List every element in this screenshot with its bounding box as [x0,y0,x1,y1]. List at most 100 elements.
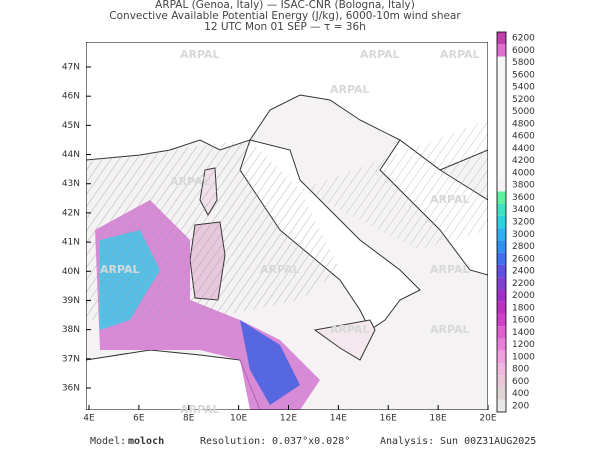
colorbar-label: 3200 [512,218,535,228]
map [86,42,488,410]
lat-tick-label: 44N [62,150,80,160]
watermark: ARPAL [360,48,400,61]
lon-tick-label: 8E [183,414,195,424]
colorbar-swatch [497,154,506,167]
colorbar-label: 5800 [512,58,535,68]
colorbar-swatch [497,44,506,57]
colorbar-swatch [497,252,506,265]
watermark: ARPAL [440,48,480,61]
colorbar-swatch [497,338,506,351]
lat-tick-label: 42N [62,208,80,218]
colorbar-label: 6200 [512,34,535,44]
footer-value: 0.037°x0.028° [272,436,350,447]
colorbar-label: 400 [512,389,529,399]
colorbar-swatch [497,179,506,192]
watermark: ARPAL [260,263,300,276]
lat-tick-label: 45N [62,121,80,131]
colorbar-label: 6000 [512,46,535,56]
colorbar-label: 2200 [512,279,535,289]
colorbar-label: 1200 [512,340,535,350]
header-line: 12 UTC Mon 01 SEP — τ = 36h [204,21,366,33]
lat-tick-label: 38N [62,325,80,335]
colorbar-swatch [497,375,506,388]
colorbar-label: 5000 [512,107,535,117]
colorbar-label: 4800 [512,119,535,129]
watermark: ARPAL [100,263,140,276]
colorbar-label: 3800 [512,181,535,191]
colorbar-swatch [497,387,506,400]
lat-tick-label: 41N [62,238,80,248]
colorbar-frame [496,31,507,413]
watermark: ARPAL [430,263,470,276]
colorbar-swatch [497,399,506,412]
cape-peak [240,320,300,405]
colorbar-swatch [497,166,506,180]
africa [86,349,261,410]
footer-label: Analysis: [380,436,434,447]
lat-tick-label: 47N [62,63,80,73]
colorbar-label: 1600 [512,316,535,326]
lon-tick-label: 4E [83,414,95,424]
watermark: ARPAL [430,193,470,206]
colorbar-label: 2600 [512,254,535,264]
colorbar-swatch [497,326,506,339]
lat-tick-label: 39N [62,296,80,306]
colorbar-label: 4000 [512,168,535,178]
colorbar-label: 2000 [512,291,535,301]
header-line: Convective Available Potential Energy (J… [109,10,461,22]
colorbar-swatch [497,117,506,131]
colorbar-swatch [497,228,506,241]
colorbar-label: 2400 [512,267,535,277]
sicily [313,319,376,361]
colorbar-label: 5200 [512,95,535,105]
footer-value: Sun 00Z31AUG2025 [440,436,536,447]
colorbar-swatch [497,191,506,204]
colorbar-swatch [497,105,506,118]
colorbar-swatch [497,215,506,229]
watermark: ARPAL [170,175,210,188]
colorbar-swatch [497,264,506,278]
lat-tick-label: 37N [62,354,80,364]
colorbar-label: 800 [512,365,529,375]
colorbar-swatch [497,289,506,302]
lon-tick-label: 10E [230,414,247,424]
footer-value: moloch [128,436,164,447]
watermark: ARPAL [430,323,470,336]
colorbar-swatch [497,203,506,216]
colorbar-swatch [497,142,506,155]
colorbar-swatch [497,93,506,106]
colorbar-swatch [497,32,506,45]
colorbar-swatch [497,350,506,363]
colorbar-swatch [497,130,506,143]
colorbar-swatch [497,313,506,327]
wind-shear [300,120,488,250]
header-line: ARPAL (Genoa, Italy) — ISAC-CNR (Bologna… [155,0,415,11]
lon-tick-label: 14E [330,414,347,424]
colorbar-label: 2800 [512,242,535,252]
watermark: ARPAL [180,48,220,61]
lon-tick-label: 20E [479,414,496,424]
colorbar-swatch [497,81,506,94]
colorbar-label: 5400 [512,83,535,93]
colorbar-label: 5600 [512,70,535,80]
lon-tick-label: 18E [430,414,447,424]
lat-tick-label: 36N [62,384,80,394]
colorbar-swatch [497,240,506,253]
watermark: ARPAL [330,323,370,336]
colorbar-label: 1800 [512,303,535,313]
lon-tick-label: 12E [280,414,297,424]
lon-tick-label: 6E [133,414,145,424]
watermark: ARPAL [330,83,370,96]
colorbar-swatch [497,362,506,376]
colorbar-label: 4400 [512,144,535,154]
colorbar-swatch [497,56,506,69]
footer-label: Resolution: [200,436,266,447]
watermark: ARPAL [180,403,220,416]
lon-tick-label: 16E [380,414,397,424]
colorbar-label: 600 [512,377,529,387]
colorbar-label: 4600 [512,132,535,142]
wind-shear [86,140,340,320]
colorbar-label: 4200 [512,156,535,166]
lat-tick-label: 46N [62,92,80,102]
